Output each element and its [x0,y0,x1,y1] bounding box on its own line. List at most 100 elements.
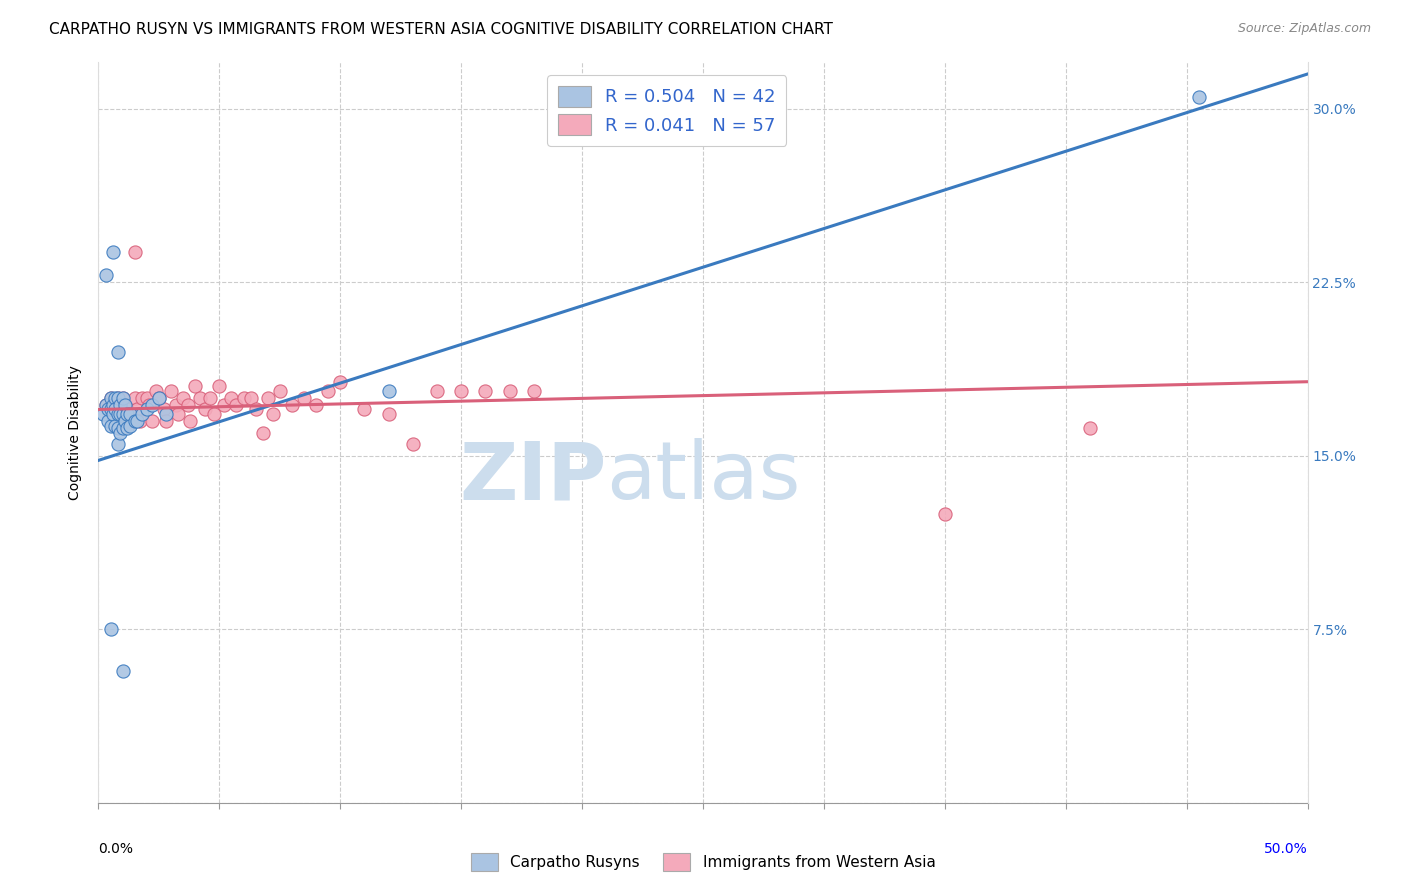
Point [117,402,139,417]
Text: CARPATHO RUSYN VS IMMIGRANTS FROM WESTERN ASIA COGNITIVE DISABILITY CORRELATION : CARPATHO RUSYN VS IMMIGRANTS FROM WESTER… [49,22,834,37]
Text: atlas: atlas [606,438,800,516]
Point [269,384,291,398]
Point [204,407,226,421]
Point [108,402,131,417]
Point [127,402,149,417]
Point [107,391,129,405]
Point [104,391,127,405]
Point [221,391,243,405]
Point [353,402,375,417]
Point [239,391,262,405]
Point [316,384,339,398]
Point [117,421,139,435]
Point [107,407,129,421]
Point [155,407,177,421]
Text: 50.0%: 50.0% [1264,842,1308,855]
Point [108,425,131,440]
Point [108,407,131,421]
Point [474,384,496,398]
Point [281,398,304,412]
Point [148,391,170,405]
Point [111,664,134,678]
Point [498,384,520,398]
Point [135,402,157,417]
Point [450,384,472,398]
Point [94,268,117,283]
Point [107,421,129,435]
Point [101,407,124,421]
Point [188,391,211,405]
Point [101,398,124,412]
Point [107,344,129,359]
Point [177,398,200,412]
Point [152,402,174,417]
Point [111,421,134,435]
Point [104,418,127,433]
Point [167,407,190,421]
Point [91,407,114,421]
Y-axis label: Cognitive Disability: Cognitive Disability [69,365,83,500]
Point [329,375,352,389]
Point [118,407,141,421]
Point [117,407,139,421]
Point [94,398,117,412]
Legend: Carpatho Rusyns, Immigrants from Western Asia: Carpatho Rusyns, Immigrants from Western… [464,847,942,877]
Point [172,391,194,405]
Point [104,402,127,417]
Point [523,384,546,398]
Point [114,398,136,412]
Point [131,391,153,405]
Point [118,418,141,433]
Legend: R = 0.504   N = 42, R = 0.041   N = 57: R = 0.504 N = 42, R = 0.041 N = 57 [547,75,786,145]
Point [402,437,425,451]
Point [135,391,157,405]
Point [145,384,167,398]
Point [114,414,136,428]
Point [141,414,163,428]
Point [100,391,122,405]
Point [426,384,449,398]
Point [194,402,217,417]
Point [104,402,127,417]
Point [165,398,187,412]
Point [124,414,146,428]
Point [111,407,134,421]
Point [124,245,146,260]
Point [198,391,221,405]
Point [155,414,177,428]
Point [94,398,117,412]
Point [208,379,231,393]
Point [141,398,163,412]
Point [1078,421,1101,435]
Point [256,391,278,405]
Point [100,391,122,405]
Point [107,437,129,451]
Point [127,414,149,428]
Text: ZIP: ZIP [458,438,606,516]
Point [377,407,399,421]
Point [160,384,183,398]
Point [138,398,160,412]
Point [97,414,120,428]
Point [100,402,122,417]
Point [212,398,235,412]
Point [100,622,122,636]
Point [100,418,122,433]
Point [108,398,131,412]
Point [97,402,120,417]
Point [148,391,170,405]
Point [124,391,146,405]
Point [128,414,150,428]
Point [1188,90,1211,104]
Point [131,407,153,421]
Point [252,425,274,440]
Point [292,391,315,405]
Point [118,414,141,428]
Point [377,384,399,398]
Text: Source: ZipAtlas.com: Source: ZipAtlas.com [1237,22,1371,36]
Point [232,391,254,405]
Point [101,245,124,260]
Point [111,391,134,405]
Point [184,379,207,393]
Point [111,391,134,405]
